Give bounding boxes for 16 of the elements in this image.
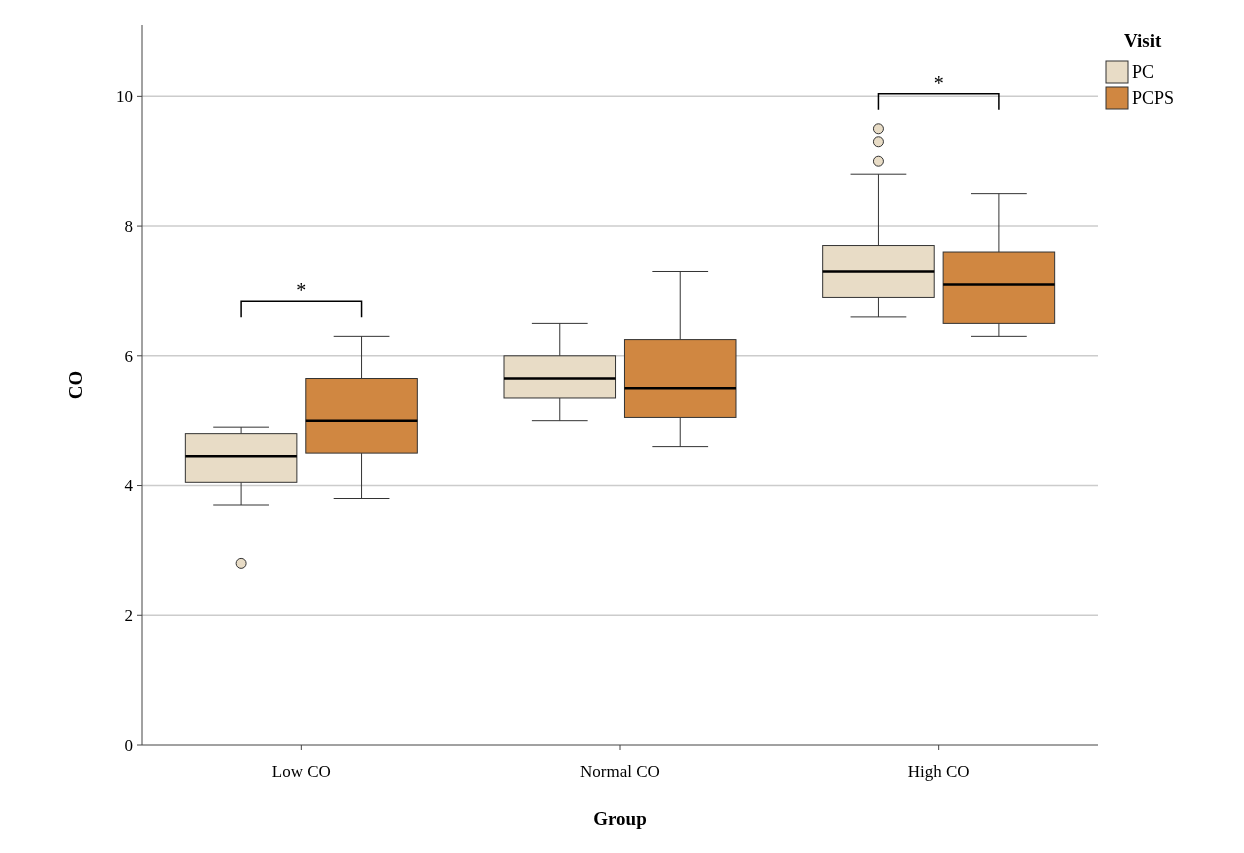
- x-tick-label: Low CO: [271, 762, 331, 781]
- annotation: *: [933, 71, 944, 94]
- annotation: *: [296, 279, 307, 302]
- legend-label: PCPS: [1132, 88, 1175, 108]
- legend-label: PC: [1132, 62, 1155, 82]
- y-tick-label: 2: [124, 606, 133, 626]
- y-tick-label: 0: [124, 735, 133, 755]
- y-tick-label: 8: [124, 217, 133, 237]
- y-axis-title: CO: [65, 370, 86, 400]
- x-tick-label: Normal CO: [580, 762, 660, 781]
- legend-title: Visit: [1124, 30, 1162, 51]
- y-tick-label: 10: [116, 87, 133, 107]
- y-tick-label: 6: [124, 346, 133, 366]
- x-tick-label: High CO: [907, 762, 970, 781]
- x-axis-title: Group: [593, 808, 647, 829]
- y-tick-label: 4: [124, 476, 134, 496]
